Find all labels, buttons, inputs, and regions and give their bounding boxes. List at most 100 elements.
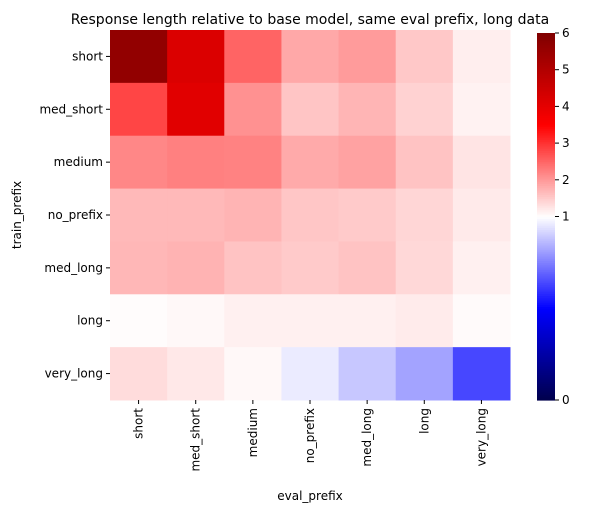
colorbar-segment (537, 34, 555, 38)
colorbar-segment (537, 251, 555, 254)
colorbar-segment (537, 194, 555, 197)
colorbar-segment (537, 324, 555, 328)
colorbar-segment (537, 271, 555, 274)
colorbar-segment (537, 183, 555, 186)
colorbar-segment (537, 66, 555, 69)
colorbar-segment (537, 38, 555, 41)
colorbar-segment (537, 370, 555, 374)
heatmap-cell (338, 188, 397, 242)
y-tick-label: short (72, 49, 103, 63)
colorbar-segment (537, 176, 555, 179)
colorbar-segment (537, 62, 555, 65)
heatmap-cell (338, 82, 397, 137)
colorbar-segment (537, 374, 555, 377)
colorbar-segment (537, 88, 555, 91)
colorbar-segment (537, 315, 555, 319)
colorbar-segment (537, 56, 555, 60)
colorbar-segment (537, 84, 555, 87)
colorbar-segment (537, 47, 555, 51)
colorbar-segment (537, 321, 555, 324)
colorbar-segment (537, 60, 555, 63)
colorbar-segment (537, 240, 555, 243)
heatmap-cell (281, 294, 340, 348)
colorbar-segment (537, 284, 555, 287)
colorbar-segment (537, 155, 555, 159)
colorbar-segment (537, 216, 555, 219)
colorbar-segment (537, 245, 555, 249)
colorbar-segment (537, 190, 555, 194)
heatmap-cell (395, 82, 454, 137)
colorbar-tick-label: 5 (562, 63, 570, 77)
colorbar-segment (537, 170, 555, 174)
x-tick-label: med_short (189, 408, 203, 472)
colorbar-segment (537, 264, 555, 267)
colorbar-segment (537, 209, 555, 212)
heatmap-cells (110, 30, 511, 401)
colorbar-segment (537, 333, 555, 337)
heatmap-cell (281, 241, 340, 295)
heatmap-cell (281, 30, 340, 84)
colorbar-segment (537, 266, 555, 269)
colorbar-segment (537, 359, 555, 363)
colorbar-segment (537, 69, 555, 73)
colorbar-segment (537, 82, 555, 85)
colorbar-segment (537, 332, 555, 335)
colorbar-segment (537, 253, 555, 256)
colorbar-segment (537, 390, 555, 394)
colorbar-segment (537, 71, 555, 74)
heatmap-cell (281, 82, 340, 137)
x-tick-label: medium (246, 408, 260, 457)
colorbar-segment (537, 157, 555, 161)
colorbar-segment (537, 161, 555, 164)
colorbar-segment (537, 376, 555, 379)
colorbar-segment (537, 77, 555, 80)
colorbar-segment (537, 304, 555, 308)
heatmap-cell (395, 241, 454, 295)
colorbar-segment (537, 132, 555, 135)
colorbar-segment (537, 387, 555, 390)
heatmap-cell (452, 347, 511, 401)
colorbar-segment (537, 302, 555, 306)
colorbar-segment (537, 330, 555, 333)
colorbar-segment (537, 95, 555, 98)
colorbar-segment (537, 383, 555, 386)
colorbar-segment (537, 130, 555, 133)
colorbar-segment (537, 262, 555, 265)
colorbar-segment (537, 372, 555, 375)
colorbar-segment (537, 275, 555, 278)
colorbar-segment (537, 242, 555, 245)
colorbar-segment (537, 99, 555, 102)
colorbar-segment (537, 341, 555, 344)
colorbar-tick-label: 2 (562, 173, 570, 187)
colorbar-segment (537, 78, 555, 82)
colorbar-segment (537, 141, 555, 144)
colorbar-segment (537, 310, 555, 313)
colorbar-segment (537, 311, 555, 315)
heatmap-cell (395, 188, 454, 242)
heatmap-cell (395, 135, 454, 190)
colorbar-segment (537, 163, 555, 166)
y-tick-label: med_long (44, 261, 103, 275)
colorbar-segment (537, 344, 555, 348)
heatmap-cell (281, 188, 340, 242)
colorbar-tick-label: 1 (562, 210, 570, 224)
colorbar-segment (537, 273, 555, 276)
colorbar-segment (537, 350, 555, 353)
colorbar-segment (537, 286, 555, 289)
colorbar-segment (537, 249, 555, 252)
colorbar-segment (537, 168, 555, 172)
colorbar-segment (537, 181, 555, 185)
heatmap-cell (452, 30, 511, 84)
heatmap-cell (110, 294, 168, 348)
colorbar-segment (537, 388, 555, 392)
colorbar-segment (537, 33, 555, 36)
colorbar-segment (537, 222, 555, 225)
colorbar-segment (537, 363, 555, 366)
heatmap-cell (452, 135, 511, 190)
heatmap-cell (167, 347, 225, 401)
colorbar-segment (537, 354, 555, 357)
heatmap-cell (452, 82, 511, 137)
heatmap-cell (281, 135, 340, 190)
colorbar-tick-label: 3 (562, 136, 570, 150)
